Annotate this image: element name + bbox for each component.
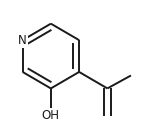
Text: OH: OH (42, 109, 60, 122)
Text: N: N (18, 34, 27, 47)
